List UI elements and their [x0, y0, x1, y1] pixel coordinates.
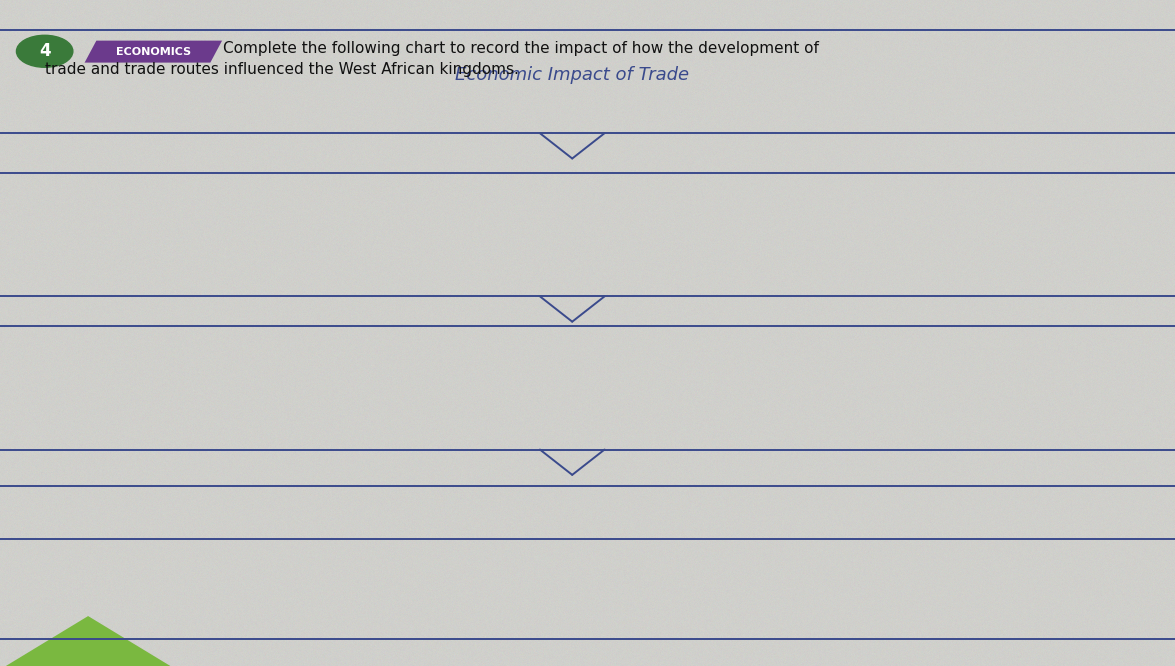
Polygon shape — [6, 616, 170, 666]
Text: 4: 4 — [39, 42, 51, 61]
Text: ECONOMICS: ECONOMICS — [116, 47, 190, 57]
Text: Economic Impact of Trade: Economic Impact of Trade — [455, 66, 690, 84]
Text: Complete the following chart to record the impact of how the development of: Complete the following chart to record t… — [223, 41, 819, 56]
Text: trade and trade routes influenced the West African kingdoms.: trade and trade routes influenced the We… — [45, 63, 518, 77]
Circle shape — [16, 35, 73, 67]
Polygon shape — [85, 41, 222, 63]
